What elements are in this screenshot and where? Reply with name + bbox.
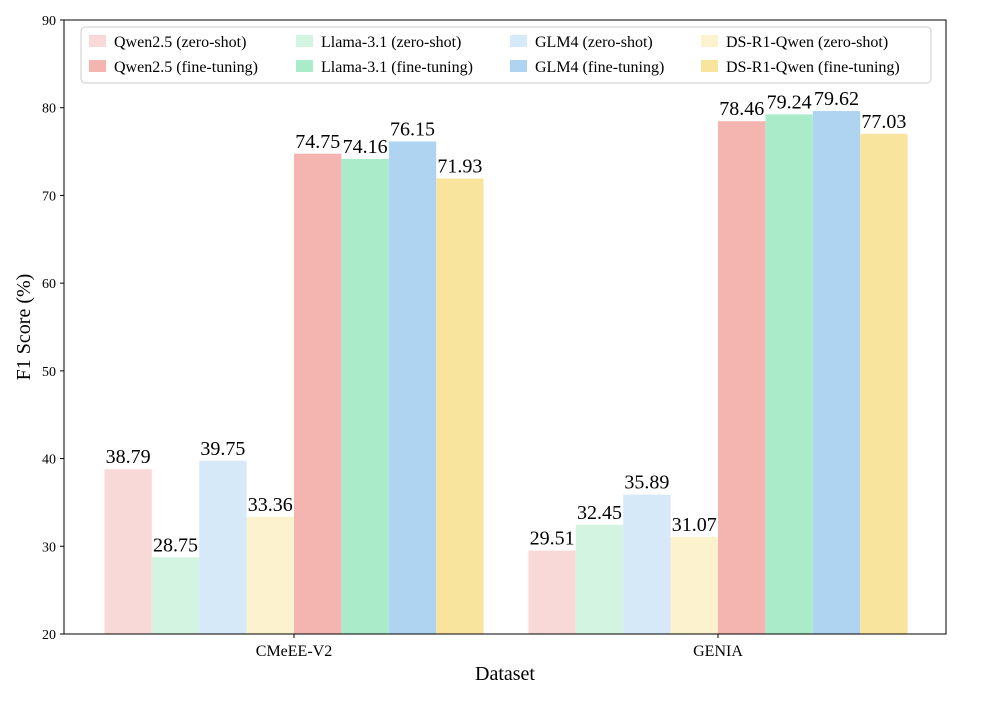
axes-layer: 20 30 40 50 60 70 80 90 CMeEE-V2 GENIA Dataset F1 S… xyxy=(13,14,947,685)
x-tick-label: GENIA xyxy=(693,643,743,660)
legend-swatch xyxy=(89,60,106,72)
bars-layer xyxy=(104,111,908,635)
legend-box xyxy=(80,26,932,84)
bar-5-cmeee-v2 xyxy=(294,153,342,634)
bar-4-cmeee-v2 xyxy=(246,516,294,634)
y-tick-label: 80 xyxy=(42,102,56,117)
legend-swatch xyxy=(296,60,313,72)
legend-label: Llama-3.1 (zero-shot) xyxy=(321,34,461,51)
bar-5-genia xyxy=(718,121,766,635)
bar-1-cmeee-v2 xyxy=(104,469,152,634)
data-label: 33.36 xyxy=(248,494,293,516)
data-label: 76.15 xyxy=(390,118,435,140)
bar-8-genia xyxy=(860,133,908,634)
legend-swatch xyxy=(296,35,313,47)
y-tick-label: 50 xyxy=(42,365,56,380)
y-tick-label: 90 xyxy=(42,14,56,29)
data-label: 71.93 xyxy=(437,156,482,178)
x-axis-title: Dataset xyxy=(475,663,535,685)
legend-swatch xyxy=(701,60,718,72)
data-label: 38.79 xyxy=(106,446,151,468)
bar-6-cmeee-v2 xyxy=(341,158,389,634)
data-labels-layer: 38.79 29.51 28.75 32.45 39.75 35.89 33.36 31.07… xyxy=(106,88,907,556)
bar-8-cmeee-v2 xyxy=(436,178,484,634)
y-tick-label: 30 xyxy=(42,540,56,555)
legend-swatch xyxy=(510,35,527,47)
bar-3-genia xyxy=(623,494,671,634)
legend-label: Llama-3.1 (fine-tuning) xyxy=(321,59,473,76)
x-tick-label: CMeEE-V2 xyxy=(256,643,332,660)
data-label: 29.51 xyxy=(530,528,575,550)
legend-swatch xyxy=(510,60,527,72)
y-tick-label: 70 xyxy=(42,189,56,204)
legend-label: DS-R1-Qwen (fine-tuning) xyxy=(726,59,900,76)
plot-frame xyxy=(63,19,947,635)
legend-swatch xyxy=(89,35,106,47)
data-label: 28.75 xyxy=(153,534,198,556)
bar-4-genia xyxy=(670,536,718,634)
data-label: 39.75 xyxy=(200,438,245,460)
bar-7-genia xyxy=(812,111,861,635)
legend-label: Qwen2.5 (zero-shot) xyxy=(114,34,246,51)
data-label: 78.46 xyxy=(719,98,764,120)
bar-1-genia xyxy=(528,550,576,634)
legend-label: GLM4 (fine-tuning) xyxy=(535,59,664,76)
y-tick-label: 40 xyxy=(42,453,56,468)
data-label: 32.45 xyxy=(577,502,622,524)
bar-3-cmeee-v2 xyxy=(199,460,247,634)
y-tick-label: 60 xyxy=(42,277,56,292)
data-label: 74.16 xyxy=(343,136,388,158)
data-label: 31.07 xyxy=(672,514,717,536)
data-label: 79.62 xyxy=(814,88,859,110)
y-tick-label: 20 xyxy=(42,628,56,643)
data-label: 77.03 xyxy=(861,111,906,133)
legend: Qwen2.5 (zero-shot) Llama-3.1 (zero-shot)… xyxy=(80,26,932,84)
bar-6-genia xyxy=(765,114,813,634)
legend-label: Qwen2.5 (fine-tuning) xyxy=(114,59,258,76)
bar-7-cmeee-v2 xyxy=(388,141,437,635)
bar-2-genia xyxy=(575,524,624,634)
legend-label: DS-R1-Qwen (zero-shot) xyxy=(726,34,888,51)
legend-label: GLM4 (zero-shot) xyxy=(535,34,653,51)
data-label: 79.24 xyxy=(767,91,812,113)
data-label: 35.89 xyxy=(624,472,669,494)
legend-swatch xyxy=(701,35,718,47)
y-axis-title: F1 Score (%) xyxy=(13,274,35,381)
data-label: 74.75 xyxy=(295,131,340,153)
bar-2-cmeee-v2 xyxy=(151,557,200,634)
